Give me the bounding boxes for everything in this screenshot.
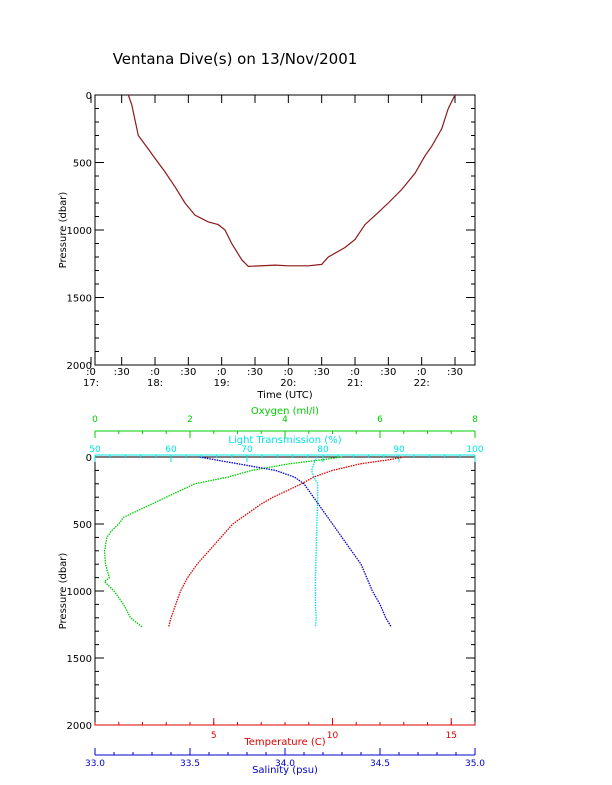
salinity-tick-label: 34.5 bbox=[370, 759, 390, 769]
oxygen-tick-label: 0 bbox=[92, 415, 98, 425]
oxygen-profile bbox=[103, 456, 343, 628]
oxygen-tick-label: 8 bbox=[472, 415, 478, 425]
dive-depth-chart: 0500100015002000:017::30:018::30:019::30… bbox=[58, 91, 476, 401]
x-tick-label: :30 bbox=[447, 367, 463, 378]
y-axis-label: Pressure (dbar) bbox=[58, 553, 69, 630]
transmission-tick-label: 90 bbox=[393, 445, 405, 455]
x-tick-label: :0 bbox=[350, 367, 360, 378]
x-tick-label: 19: bbox=[214, 378, 230, 389]
x-tick-label: 17: bbox=[83, 378, 99, 389]
y-tick-label: 1000 bbox=[67, 226, 92, 237]
salinity-profile bbox=[199, 456, 392, 628]
temperature-tick-label: 15 bbox=[446, 731, 457, 741]
x-tick-label: 18: bbox=[147, 378, 163, 389]
x-tick-label: 21: bbox=[347, 378, 363, 389]
transmission-tick-label: 60 bbox=[165, 445, 177, 455]
x-tick-label: :0 bbox=[217, 367, 227, 378]
salinity-tick-label: 33.5 bbox=[180, 759, 200, 769]
x-axis-label: Time (UTC) bbox=[256, 390, 312, 401]
oxygen-tick-label: 4 bbox=[282, 415, 288, 425]
plot-frame bbox=[94, 456, 476, 726]
y-tick-label: 500 bbox=[73, 520, 92, 531]
transmission-tick-label: 100 bbox=[466, 445, 483, 455]
salinity-tick-label: 33.0 bbox=[85, 759, 105, 769]
y-tick-label: 500 bbox=[73, 159, 92, 170]
transmission-tick-label: 50 bbox=[89, 445, 101, 455]
temperature-tick-label: 5 bbox=[211, 731, 217, 741]
transmission-tick-label: 70 bbox=[241, 445, 253, 455]
salinity-axis-label: Salinity (psu) bbox=[252, 765, 318, 776]
x-tick-label: 20: bbox=[280, 378, 296, 389]
profiles-chart: 0 500 1000 1500 2000 Pressure (dbar) 0 2 4 6 8 Oxyg… bbox=[58, 406, 485, 776]
transmission-profile bbox=[310, 456, 319, 628]
y-tick-label: 1000 bbox=[67, 587, 92, 598]
x-tick-label: :30 bbox=[114, 367, 130, 378]
transmission-axis-label: Light Transmission (%) bbox=[228, 435, 341, 446]
temperature-axis-label: Temperature (C) bbox=[243, 737, 325, 748]
temperature-profile bbox=[167, 456, 404, 628]
oxygen-tick-label: 2 bbox=[187, 415, 193, 425]
y-tick-label: 1500 bbox=[67, 654, 92, 665]
depth-line bbox=[127, 94, 456, 268]
x-tick-label: :30 bbox=[180, 367, 196, 378]
y-axis-label: Pressure (dbar) bbox=[58, 192, 69, 269]
oxygen-axis-label: Oxygen (ml/l) bbox=[251, 406, 319, 417]
x-tick-label: :30 bbox=[380, 367, 396, 378]
x-tick-label: :0 bbox=[417, 367, 427, 378]
page-title: Ventana Dive(s) on 13/Nov/2001 bbox=[112, 50, 358, 68]
x-tick-label: :0 bbox=[86, 367, 96, 378]
salinity-tick-label: 35.0 bbox=[465, 759, 485, 769]
plot-frame bbox=[94, 94, 476, 366]
temperature-tick-label: 10 bbox=[327, 731, 339, 741]
x-tick-label: 22: bbox=[414, 378, 430, 389]
x-tick-label: :30 bbox=[314, 367, 330, 378]
x-tick-label: :0 bbox=[150, 367, 160, 378]
salinity-tick-label: 34.0 bbox=[275, 759, 295, 769]
x-tick-label: :0 bbox=[283, 367, 293, 378]
y-tick-label: 1500 bbox=[67, 294, 92, 305]
transmission-tick-label: 80 bbox=[317, 445, 329, 455]
y-tick-label: 0 bbox=[86, 91, 92, 102]
x-tick-label: :30 bbox=[247, 367, 263, 378]
y-tick-label: 0 bbox=[86, 453, 92, 464]
y-tick-label: 2000 bbox=[67, 361, 92, 372]
oxygen-tick-label: 6 bbox=[377, 415, 383, 425]
y-tick-label: 2000 bbox=[67, 721, 92, 732]
